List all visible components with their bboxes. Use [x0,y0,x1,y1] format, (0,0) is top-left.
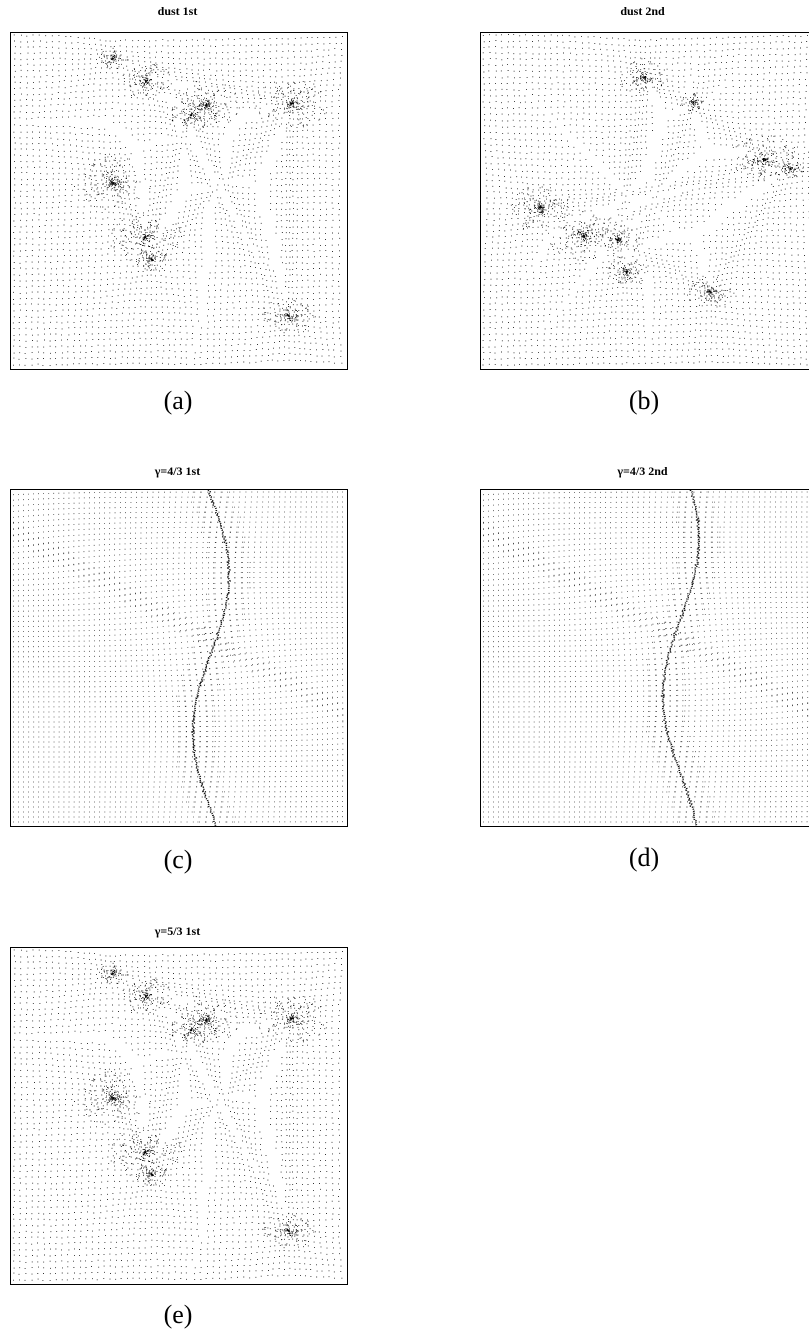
panel-b-caption: (b) [628,386,660,415]
particle-field [12,34,343,366]
panel-b-plot [480,32,809,370]
panel-d-plot [480,489,809,827]
panel-d-particle-plot [483,490,809,826]
panel-c-caption: (c) [163,845,193,874]
particle-field [12,949,343,1281]
panel-e-caption: (e) [163,1300,193,1329]
panel-a-particle-plot [12,34,343,366]
panel-b-title: dust 2nd [620,4,665,18]
particle-field [483,491,809,823]
panel-b-particle-plot [482,33,809,366]
panel-c-particle-plot [13,490,344,826]
panel-c-title: γ=4/3 1st [154,464,201,478]
panel-a-caption: (a) [163,386,193,415]
panel-a-plot [10,32,348,370]
caustic-wall [660,490,701,826]
panel-d-title: γ=4/3 2nd [617,464,668,478]
panel-a-title: dust 1st [157,4,198,18]
panel-e-title: γ=5/3 1st [154,924,201,938]
particle-field [13,491,344,823]
panel-e-plot [10,947,348,1285]
caustic-wall [190,490,232,826]
particle-field [482,33,809,366]
panel-d-caption: (d) [628,843,660,872]
panel-e-particle-plot [12,949,343,1281]
panel-c-plot [10,489,348,827]
